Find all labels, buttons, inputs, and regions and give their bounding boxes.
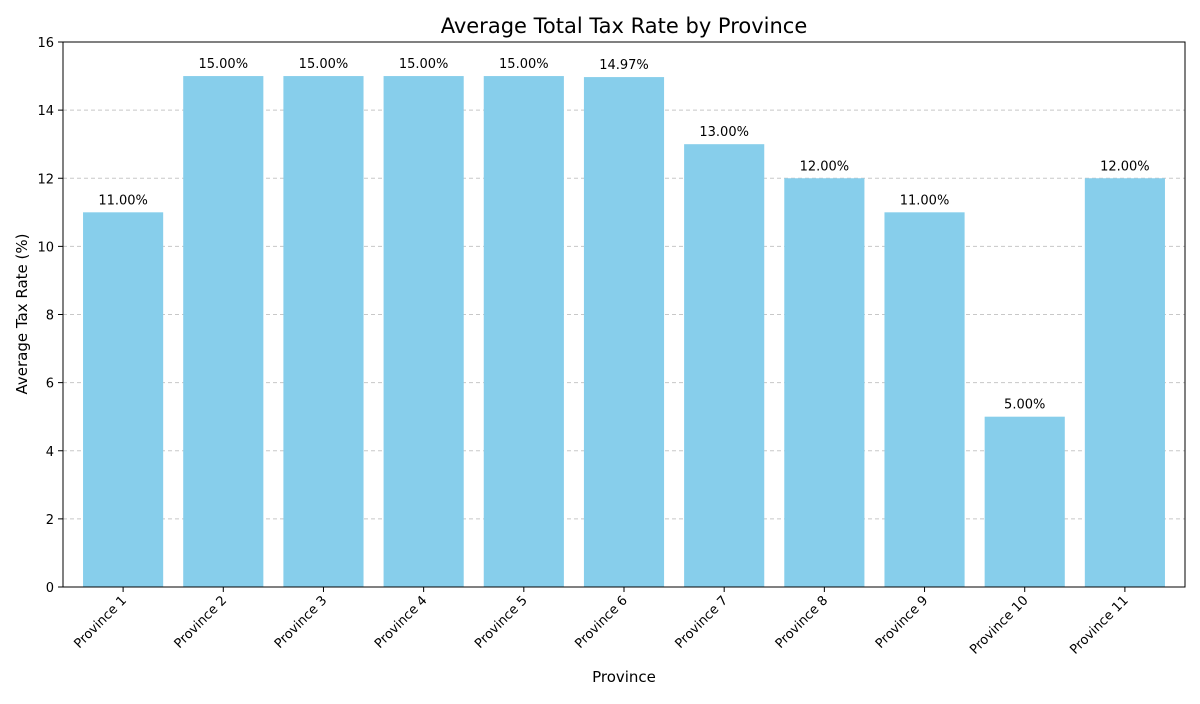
x-tick-label: Province 1: [71, 593, 129, 651]
bar-11: [1084, 178, 1165, 587]
data-label: 11.00%: [900, 193, 950, 208]
y-tick-label: 8: [46, 309, 54, 324]
data-label: 13.00%: [699, 125, 749, 140]
y-axis: 0 2 4 6 8 10 12 14 16: [37, 36, 63, 596]
y-tick-label: 14: [37, 104, 54, 119]
data-label: 5.00%: [1004, 398, 1045, 413]
bar-7: [684, 144, 765, 587]
bar-10: [984, 416, 1065, 587]
data-label: 11.00%: [98, 193, 148, 208]
x-tick-label: Province 3: [272, 593, 330, 651]
y-tick-label: 12: [37, 172, 54, 187]
bar-6: [583, 77, 665, 587]
y-tick-label: 2: [46, 513, 54, 528]
bar-2: [183, 76, 264, 587]
x-tick-label: Province 11: [1067, 593, 1131, 657]
data-label: 14.97%: [599, 58, 649, 73]
x-axis-title: Province: [592, 668, 656, 686]
chart-title: Average Total Tax Rate by Province: [441, 14, 808, 38]
data-label: 15.00%: [399, 57, 449, 72]
x-tick-label: Province 10: [967, 593, 1031, 657]
x-tick-label: Province 5: [472, 593, 530, 651]
bar-4: [383, 76, 464, 587]
data-label: 12.00%: [1100, 159, 1150, 174]
x-tick-label: Province 2: [172, 593, 230, 651]
y-axis-title: Average Tax Rate (%): [13, 233, 31, 394]
y-tick-label: 10: [37, 240, 54, 255]
bar-3: [283, 76, 364, 587]
y-tick-label: 6: [46, 377, 54, 392]
bar-8: [784, 178, 865, 587]
bars: [83, 76, 1165, 587]
x-tick-label: Province 4: [372, 593, 430, 651]
bar-9: [884, 212, 965, 587]
data-label: 15.00%: [198, 57, 248, 72]
data-label: 12.00%: [800, 159, 850, 174]
x-tick-label: Province 9: [873, 593, 931, 651]
x-tick-label: Province 8: [773, 593, 831, 651]
data-label: 15.00%: [299, 57, 349, 72]
x-tick-label: Province 7: [673, 593, 731, 651]
data-labels: 11.00% 15.00% 15.00% 15.00% 15.00% 14.97% 13.0…: [98, 57, 1149, 413]
x-tick-label: Province 6: [572, 593, 630, 651]
bar-5: [483, 76, 564, 587]
y-tick-label: 16: [37, 36, 54, 51]
y-tick-label: 4: [46, 445, 54, 460]
y-tick-label: 0: [46, 581, 54, 596]
x-axis: Province 1 Province 2 Province 3 Province 4…: [71, 587, 1132, 658]
data-label: 15.00%: [499, 57, 549, 72]
bar-1: [83, 212, 164, 587]
